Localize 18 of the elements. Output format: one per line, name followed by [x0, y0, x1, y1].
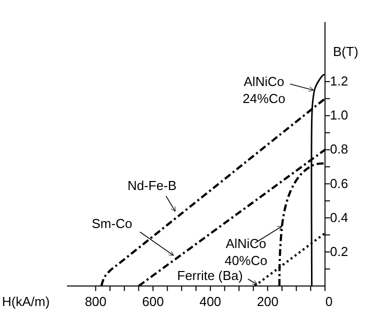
y-tick-label: 0.4	[330, 210, 348, 225]
x-tick-label: 600	[142, 294, 164, 309]
annotation: AlNiCo 40%Co	[224, 236, 268, 268]
annotation: Ferrite (Ba)	[177, 268, 243, 283]
annotation: Nd-Fe-B	[127, 178, 177, 193]
annotation: AlNiCo 24%Co	[242, 74, 286, 106]
annotation: Sm-Co	[92, 216, 132, 231]
y-tick-label: 1.2	[330, 74, 348, 89]
x-tick-label: 800	[84, 294, 107, 309]
y-tick-label: 0.8	[330, 142, 348, 157]
y-tick-label: 0.2	[330, 244, 348, 259]
y-axis-title: B(T)	[333, 44, 358, 59]
x-tick-label: 400	[199, 294, 222, 309]
x-axis-title: H(kA/m)	[2, 294, 50, 309]
x-tick-label: 200	[256, 294, 279, 309]
y-tick-label: 0.6	[330, 176, 348, 191]
y-tick-label: 1.0	[330, 108, 348, 123]
x-tick-label: 0	[325, 294, 333, 309]
